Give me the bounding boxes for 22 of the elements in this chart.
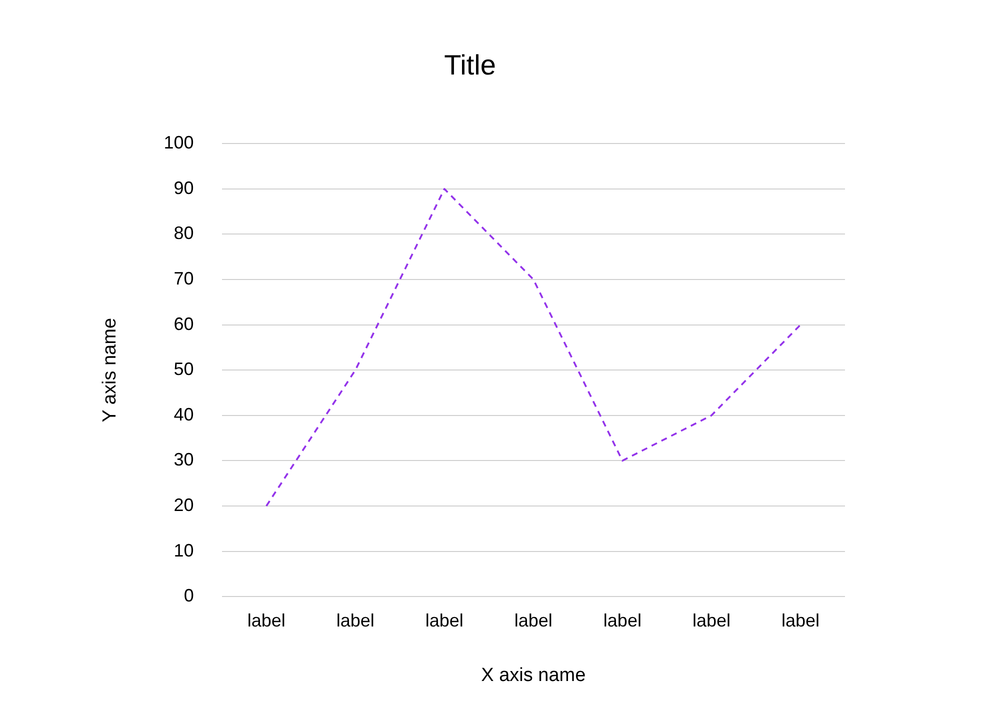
x-tick-label: label bbox=[781, 610, 820, 630]
x-tick-label: label bbox=[336, 610, 374, 630]
x-tick-label: label bbox=[425, 610, 464, 630]
x-tick-label: label bbox=[603, 610, 642, 630]
x-axis-title: X axis name bbox=[481, 664, 586, 686]
x-tick-label: label bbox=[247, 610, 286, 630]
y-tick-label: 30 bbox=[174, 450, 194, 470]
y-tick-label: 100 bbox=[164, 132, 194, 153]
y-tick-label: 60 bbox=[174, 314, 194, 334]
y-tick-label: 70 bbox=[174, 268, 194, 288]
line-series bbox=[265, 188, 802, 507]
y-tick-label: 50 bbox=[174, 359, 194, 380]
x-tick-label: label bbox=[692, 610, 730, 630]
y-axis-title: Y axis name bbox=[100, 318, 121, 422]
y-tick-label: 20 bbox=[174, 494, 194, 515]
y-tick-label: 40 bbox=[174, 404, 194, 424]
y-tick-label: 90 bbox=[174, 178, 194, 198]
chart-title: Title bbox=[444, 50, 496, 81]
x-tick-label: label bbox=[514, 610, 552, 630]
y-tick-label: 10 bbox=[174, 540, 194, 560]
y-tick-label: 80 bbox=[174, 223, 194, 244]
y-tick-label: 0 bbox=[184, 586, 194, 606]
